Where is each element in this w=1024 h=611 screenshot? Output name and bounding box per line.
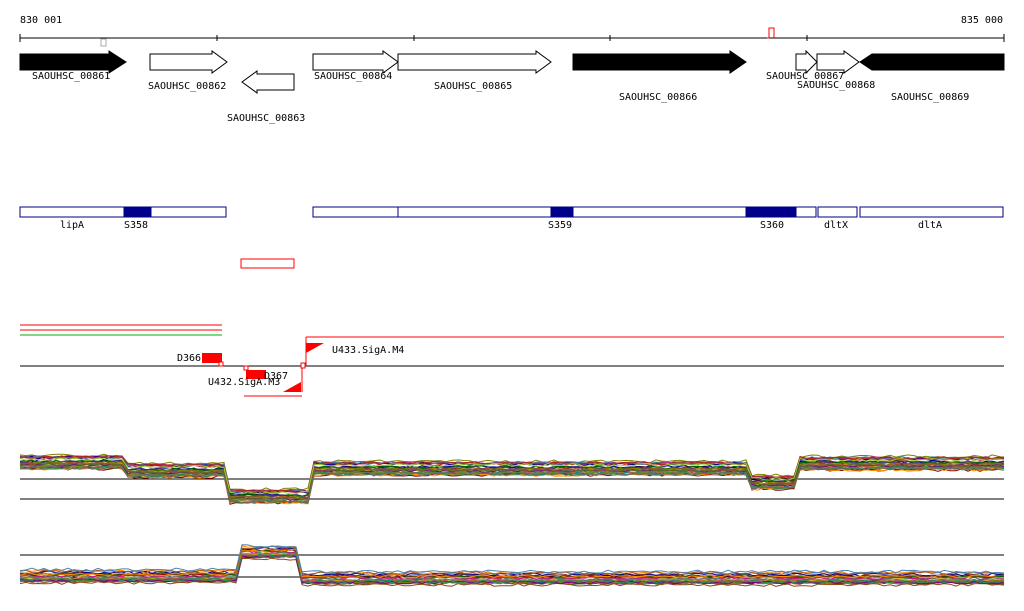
gene-arrow-00864[interactable] [312,50,399,74]
ruler-marker [100,38,107,47]
gene-arrow-00869[interactable] [859,53,1005,71]
operon-label: lipA [60,220,84,231]
ruler-end-label: 835 000 [961,15,1003,26]
gene-arrow-00868[interactable] [816,50,860,74]
gene-label: SAOUHSC_00869 [891,92,969,103]
feature-D367[interactable] [246,370,266,379]
feature-D366[interactable] [202,353,222,363]
feature-label: U433.SigA.M4 [332,345,404,356]
red-feature-box[interactable] [240,258,295,269]
profile-line [19,553,1005,584]
operon-label: dltX [824,220,848,231]
ruler-start-label: 830 001 [20,15,62,26]
gene-label: SAOUHSC_00868 [797,80,875,91]
profile-line [19,545,1005,576]
gene-track: SAOUHSC_00861 SAOUHSC_00862 SAOUHSC_0086… [19,49,1005,124]
profile-line [19,548,1005,579]
gene-label: SAOUHSC_00863 [227,113,305,124]
profile-line [19,457,1005,495]
expression-profile-upper [19,453,1005,505]
gene-arrow-00861[interactable] [19,50,127,74]
operon-label: S360 [760,220,784,231]
regulatory-feature-track: D366 D367 U432.SigA.M3 U433.SigA.M4 [20,324,1004,397]
gene-arrow-00867[interactable] [795,49,818,75]
coordinate-ruler: 830 001 835 000 [19,15,1005,47]
feature-label: D367 [264,371,288,382]
promoter-U433[interactable] [306,343,324,353]
profile-line [19,547,1005,579]
profile-line [19,544,1005,574]
profile-line [19,557,1005,587]
gene-arrow-00865[interactable] [397,50,552,74]
operon-label: S358 [124,220,148,231]
gene-arrow-00863[interactable] [241,70,295,94]
operon-box-dltA[interactable] [859,206,1004,218]
gene-arrow-00862[interactable] [149,50,228,74]
operon-block-S360[interactable] [745,206,797,218]
operon-track: lipA S358 S359 S360 dltX dltA [19,206,1004,231]
feature-label: D366 [177,353,201,364]
operon-box-lipA[interactable] [19,206,227,218]
gene-label: SAOUHSC_00864 [314,71,392,82]
operon-label: S359 [548,220,572,231]
gene-label: SAOUHSC_00867 [766,71,844,82]
gene-label: SAOUHSC_00865 [434,81,512,92]
profile-lines [19,544,1005,587]
gene-label: SAOUHSC_00866 [619,92,697,103]
profile-line [19,462,1005,501]
profile-lines [19,453,1005,505]
gene-label: SAOUHSC_00861 [32,71,110,82]
promoter-U432[interactable] [283,382,301,392]
operon-block-S359[interactable] [550,206,574,218]
operon-block-S358[interactable] [123,206,152,218]
feature-label: U432.SigA.M3 [208,377,280,388]
operon-label: dltA [918,220,942,231]
expression-profile-lower [19,544,1005,587]
gene-label: SAOUHSC_00862 [148,81,226,92]
profile-line [19,465,1005,504]
profile-line [19,461,1005,500]
gene-arrow-00866[interactable] [572,50,747,74]
operon-box-dltX[interactable] [817,206,858,218]
profile-line [19,455,1005,493]
red-peak-marker [767,27,775,39]
